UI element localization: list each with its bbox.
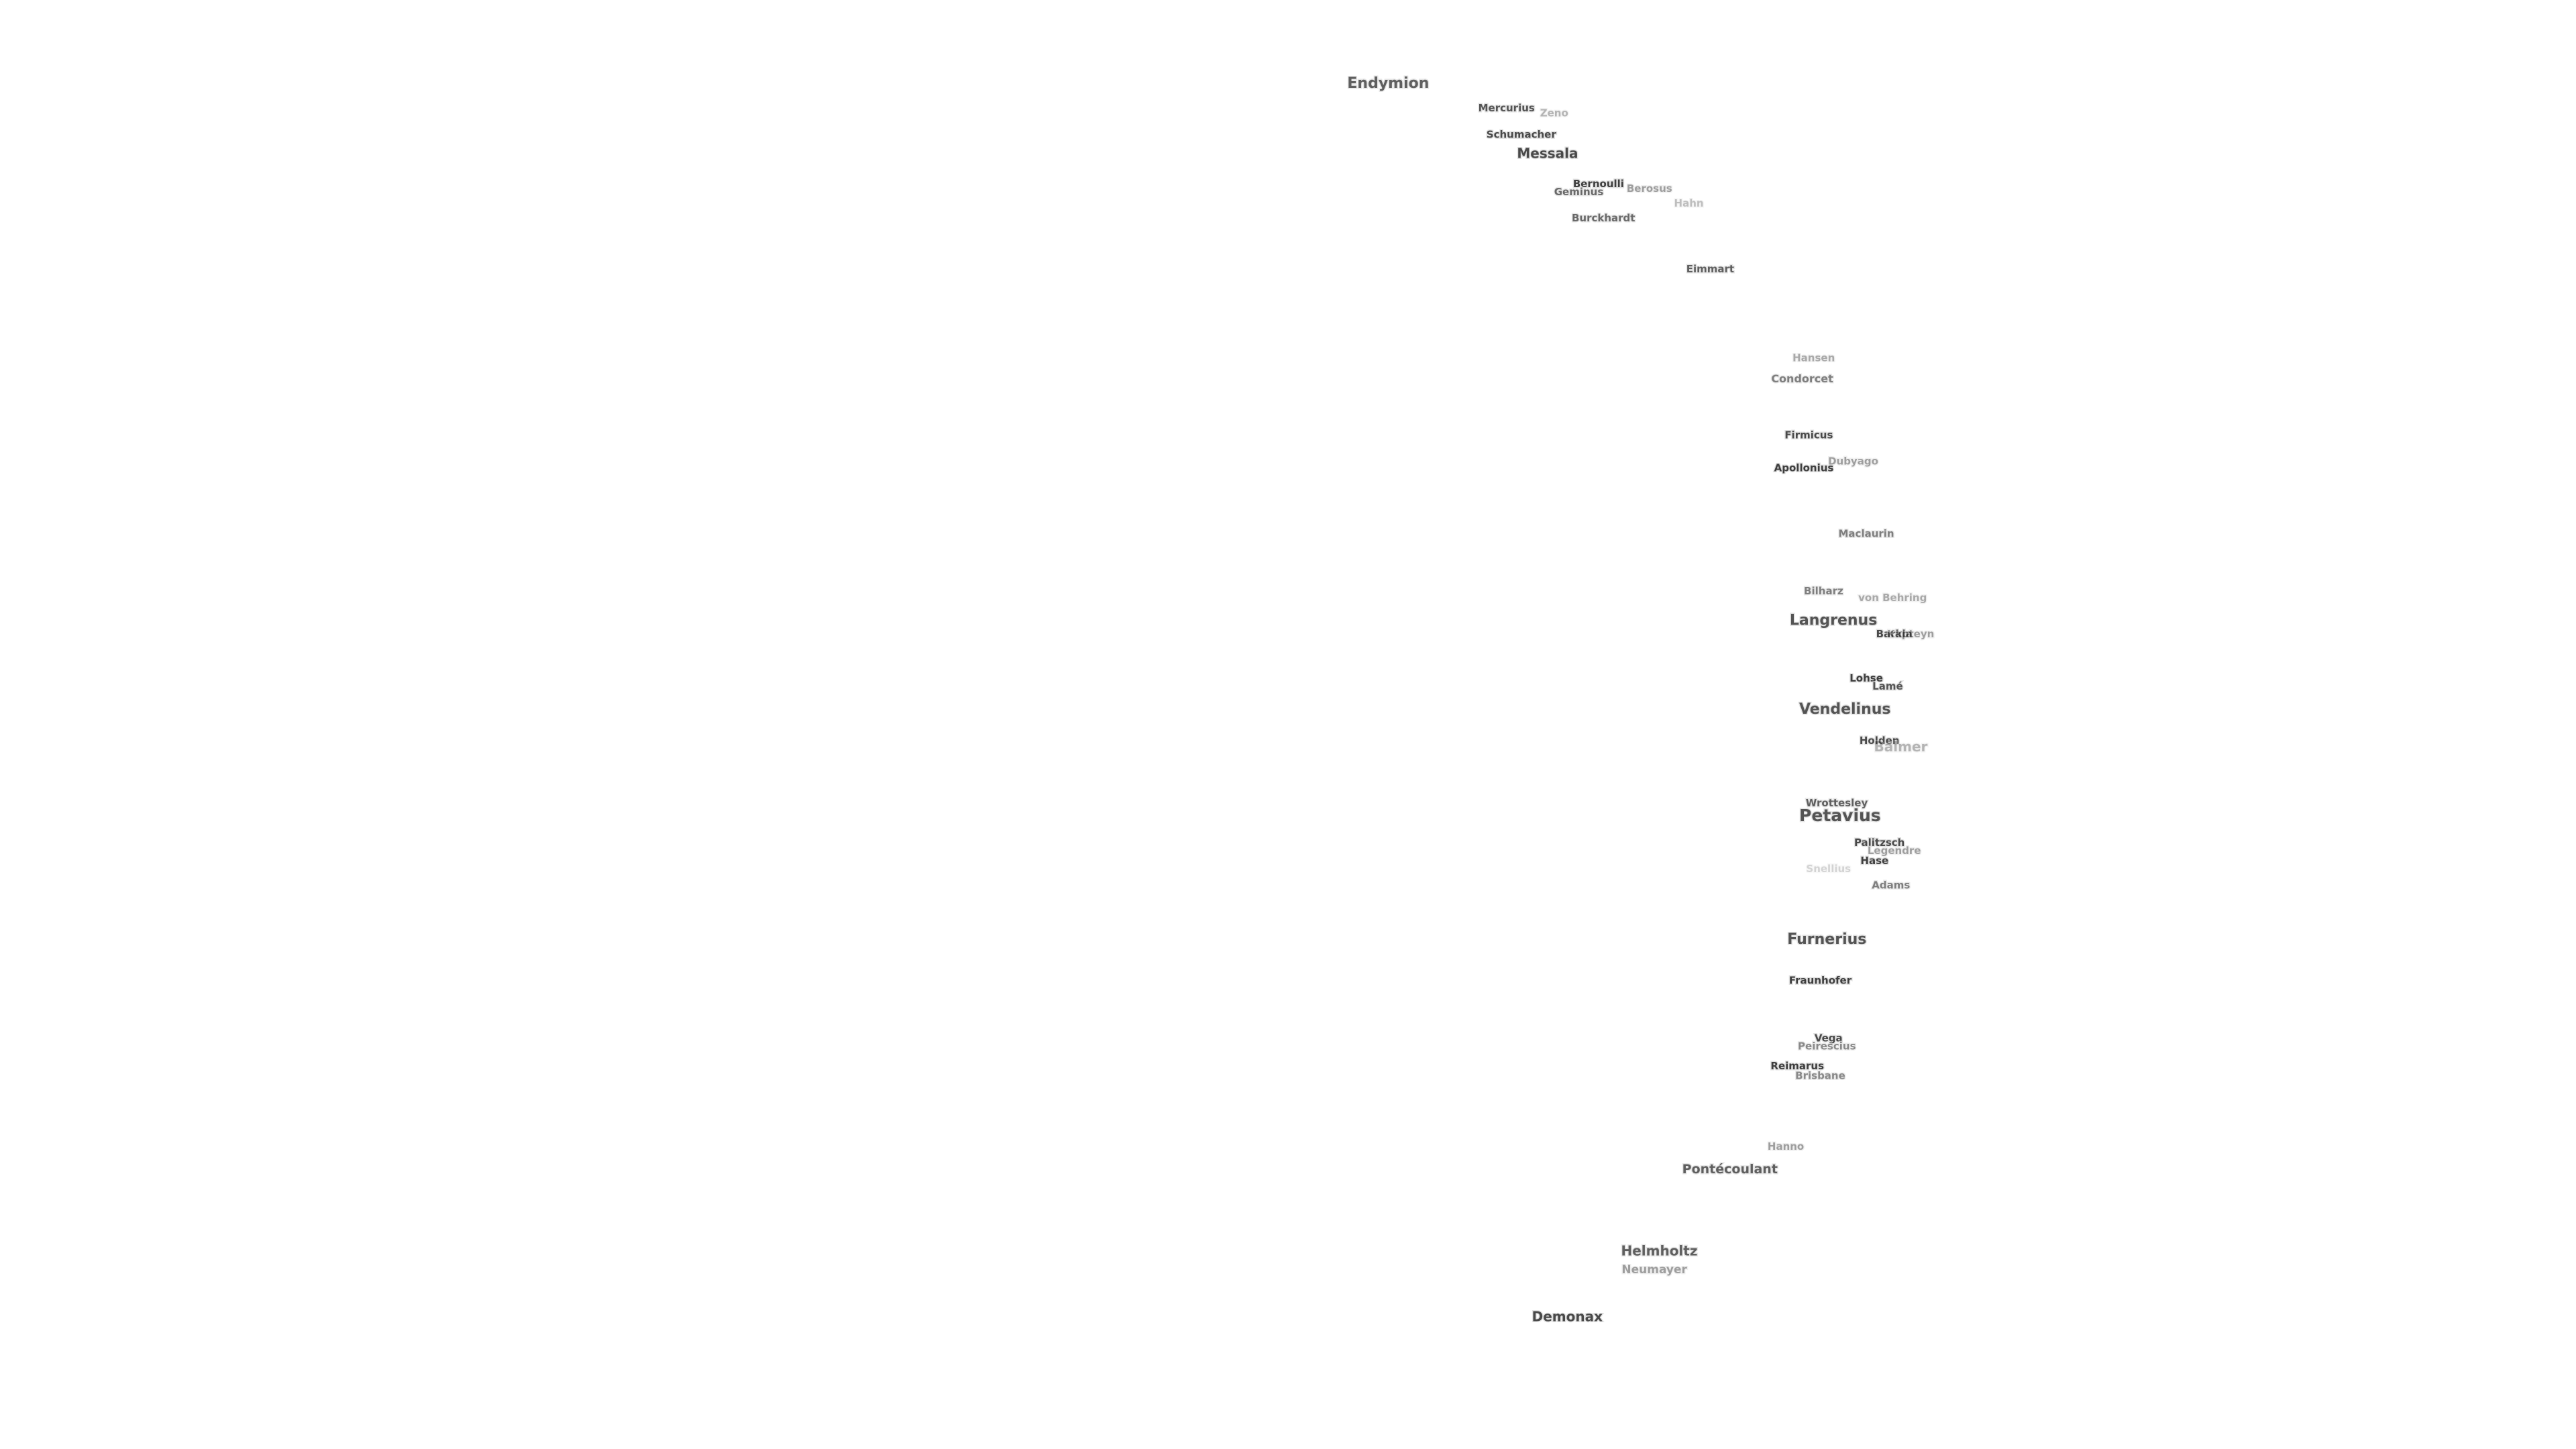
crater-label: Hanno bbox=[1768, 1140, 1804, 1152]
crater-label: Messala bbox=[1517, 146, 1578, 162]
crater-label: Vega bbox=[1815, 1032, 1843, 1044]
crater-label: Lamé bbox=[1872, 680, 1902, 692]
crater-label: Hase bbox=[1860, 855, 1888, 867]
crater-label: Vendelinus bbox=[1799, 701, 1891, 718]
crater-label: Neumayer bbox=[1621, 1263, 1687, 1277]
crater-label: Apollonius bbox=[1774, 462, 1834, 474]
crater-label: Wrottesley bbox=[1806, 797, 1868, 809]
crater-label: Hansen bbox=[1792, 352, 1835, 364]
crater-label: Holden bbox=[1860, 735, 1900, 747]
crater-label: Burckhardt bbox=[1572, 212, 1635, 224]
crater-label: Kapteyn bbox=[1887, 628, 1934, 640]
crater-label: Palitzsch bbox=[1854, 837, 1904, 849]
crater-label: Bernoulli bbox=[1573, 178, 1624, 190]
crater-label: Legendre bbox=[1868, 845, 1921, 857]
crater-label: Peirescius bbox=[1798, 1040, 1856, 1053]
crater-label: Demonax bbox=[1532, 1309, 1603, 1325]
crater-label: Bilharz bbox=[1804, 585, 1843, 597]
crater-label: Pontécoulant bbox=[1682, 1162, 1778, 1177]
crater-label: Lohse bbox=[1849, 672, 1883, 684]
crater-label: Geminus bbox=[1554, 186, 1604, 198]
crater-label: Maclaurin bbox=[1839, 527, 1894, 539]
crater-label: Fraunhofer bbox=[1789, 975, 1852, 987]
crater-label: Berosus bbox=[1627, 182, 1672, 195]
crater-label: Firmicus bbox=[1784, 429, 1833, 441]
crater-label: Furnerius bbox=[1787, 931, 1866, 948]
crater-label: von Behring bbox=[1858, 592, 1927, 604]
crater-label: Eimmart bbox=[1686, 263, 1734, 275]
crater-label: Helmholtz bbox=[1621, 1243, 1697, 1259]
crater-label: Mercurius bbox=[1479, 102, 1535, 114]
crater-label: Brisbane bbox=[1795, 1070, 1845, 1082]
crater-label: Hahn bbox=[1674, 197, 1704, 209]
crater-label: Endymion bbox=[1347, 75, 1429, 92]
crater-label: Adams bbox=[1872, 879, 1910, 892]
crater-label: Reimarus bbox=[1770, 1060, 1824, 1072]
crater-label: Dubyago bbox=[1828, 455, 1878, 468]
crater-label: Langrenus bbox=[1790, 612, 1877, 629]
crater-label: Schumacher bbox=[1487, 128, 1557, 140]
crater-label: Barkla bbox=[1876, 628, 1913, 640]
crater-label: Petavius bbox=[1799, 806, 1881, 825]
crater-label: Zeno bbox=[1540, 107, 1568, 119]
crater-label: Condorcet bbox=[1771, 372, 1833, 385]
crater-label: Snellius bbox=[1806, 863, 1851, 875]
crater-label: Balmer bbox=[1874, 739, 1928, 755]
